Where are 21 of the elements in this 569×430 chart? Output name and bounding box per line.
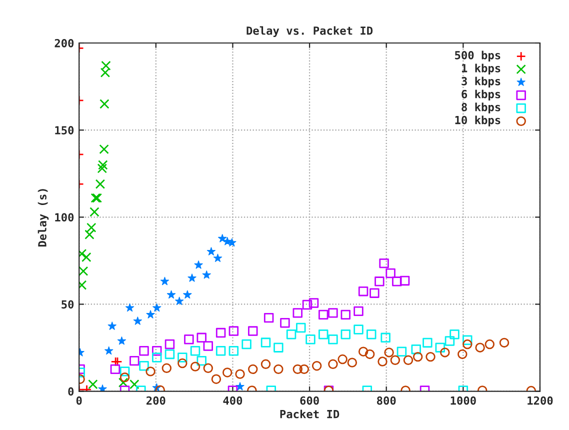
y-tick-label: 150 bbox=[55, 126, 74, 134]
legend-label: 3 kbps bbox=[462, 76, 500, 88]
y-tick-label: 0 bbox=[68, 387, 74, 396]
legend-label: 1 kbps bbox=[462, 64, 500, 75]
legend-label: 500 bps bbox=[455, 50, 500, 62]
x-tick-label: 0 bbox=[76, 396, 82, 405]
y-tick-label: 200 bbox=[54, 38, 74, 48]
legend-label: 8 kbps bbox=[462, 102, 500, 114]
y-axis-title: Delay (s) bbox=[38, 189, 49, 247]
x-tick-label: 400 bbox=[223, 396, 242, 405]
y-tick-label: 100 bbox=[55, 213, 74, 222]
x-tick-label: 200 bbox=[146, 396, 166, 405]
x-tick-label: 800 bbox=[377, 396, 396, 405]
legend-label: 6 kbps bbox=[462, 90, 500, 100]
x-axis-title: Packet ID bbox=[280, 410, 340, 418]
x-tick-label: 1000 bbox=[450, 396, 476, 405]
x-tick-label: 600 bbox=[300, 396, 319, 405]
y-tick-label: 50 bbox=[62, 300, 74, 309]
legend-label: 10 kbps bbox=[455, 116, 500, 126]
chart-title: Delay vs. Packet ID bbox=[246, 26, 373, 37]
x-tick-label: 1200 bbox=[528, 396, 553, 405]
